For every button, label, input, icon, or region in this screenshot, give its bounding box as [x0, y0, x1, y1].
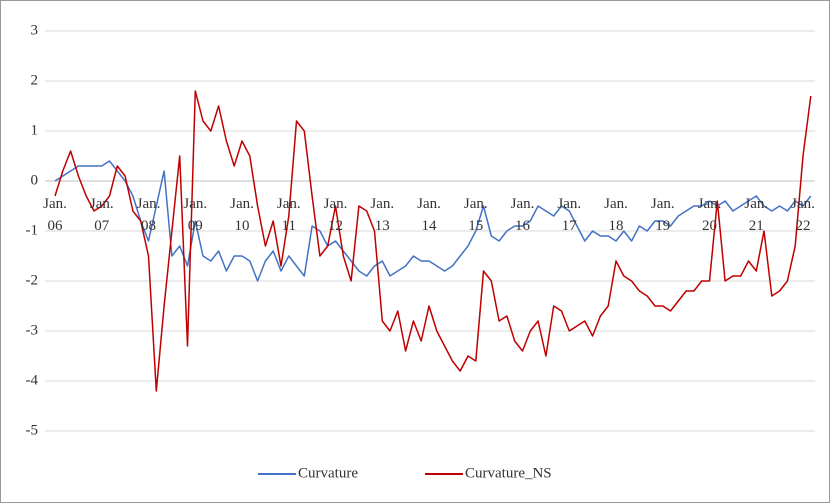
x-tick-label: Jan. 12 [323, 196, 348, 234]
x-tick-label: Jan. 08 [136, 196, 161, 234]
x-tick-label: Jan. 19 [650, 196, 675, 234]
y-tick-label: -4 [26, 372, 39, 388]
x-tick-label: Jan. 17 [557, 196, 582, 234]
y-tick-label: 0 [31, 172, 39, 188]
y-tick-label: 1 [31, 122, 39, 138]
x-tick-label: Jan. 14 [417, 196, 441, 234]
x-tick-label: Jan. 18 [604, 196, 628, 234]
x-tick-label: Jan. 06 [43, 196, 67, 234]
y-tick-label: -3 [26, 322, 39, 338]
y-tick-label: -1 [26, 222, 39, 238]
x-tick-label: Jan. 13 [370, 196, 395, 234]
y-tick-label: -5 [26, 422, 39, 438]
x-tick-label: Jan. 09 [183, 196, 208, 234]
y-tick-label: 2 [31, 72, 39, 88]
x-tick-label: Jan. 11 [276, 196, 301, 234]
y-tick-label: 3 [31, 22, 39, 38]
x-tick-label: Jan. 10 [230, 196, 254, 234]
y-tick-label: -2 [26, 272, 39, 288]
x-tick-label: Jan. 07 [89, 196, 114, 234]
legend-label: Curvature [298, 465, 358, 481]
legend-label: Curvature_NS [465, 465, 552, 481]
series-line [54, 160, 812, 282]
x-tick-label: Jan. 22 [791, 196, 815, 234]
x-tick-label: Jan. 15 [463, 196, 488, 234]
x-tick-label: Jan. 21 [744, 196, 769, 234]
series-line [54, 90, 812, 392]
x-tick-label: Jan. 16 [510, 196, 535, 234]
x-tick-label: Jan. 20 [697, 196, 722, 234]
